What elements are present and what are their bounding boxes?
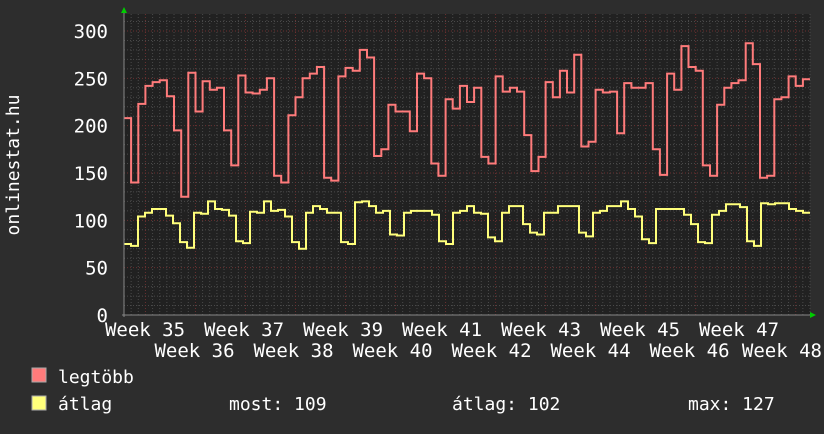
x-tick-label: Week 36 bbox=[154, 340, 234, 362]
stat-current: most: 109 bbox=[229, 394, 327, 415]
y-tick-label: 250 bbox=[74, 68, 108, 90]
legend-swatch-legtobb bbox=[31, 367, 47, 383]
y-axis-arrow-icon bbox=[121, 7, 127, 13]
y-axis-label: onlinestat.hu bbox=[3, 95, 24, 236]
x-tick-label: Week 45 bbox=[600, 319, 680, 341]
y-tick-labels: 0 50 100 150 200 250 300 bbox=[74, 21, 108, 327]
stat-max: max: 127 bbox=[688, 394, 775, 415]
stat-average: átlag: 102 bbox=[452, 394, 560, 415]
y-tick-label: 200 bbox=[74, 116, 108, 138]
x-tick-label: Week 40 bbox=[352, 340, 432, 362]
y-tick-label: 50 bbox=[85, 258, 108, 280]
legend-label-legtobb: legtöbb bbox=[58, 367, 134, 388]
y-tick-label: 0 bbox=[97, 305, 108, 327]
x-axis-arrow-icon bbox=[810, 312, 816, 318]
x-tick-label: Week 47 bbox=[699, 319, 779, 341]
x-tick-label: Week 42 bbox=[451, 340, 531, 362]
series-lines bbox=[124, 42, 810, 250]
x-tick-label: Week 41 bbox=[402, 319, 482, 341]
x-tick-label: Week 35 bbox=[105, 319, 185, 341]
x-tick-label: Week 37 bbox=[204, 319, 284, 341]
series-line-0 bbox=[124, 42, 810, 198]
legend: legtöbb átlag most: 109 átlag: 102 max: … bbox=[31, 367, 775, 415]
x-tick-label: Week 46 bbox=[649, 340, 729, 362]
x-tick-label: Week 38 bbox=[253, 340, 333, 362]
x-tick-label: Week 39 bbox=[303, 319, 383, 341]
legend-swatch-atlag bbox=[31, 395, 47, 411]
y-tick-label: 100 bbox=[74, 210, 108, 232]
y-tick-label: 300 bbox=[74, 21, 108, 43]
legend-label-atlag: átlag bbox=[58, 394, 112, 415]
y-tick-label: 150 bbox=[74, 163, 108, 185]
x-tick-label: Week 43 bbox=[501, 319, 581, 341]
x-tick-label: Week 48 bbox=[742, 340, 822, 362]
series-line-1 bbox=[124, 200, 810, 250]
x-tick-label: Week 44 bbox=[550, 340, 630, 362]
